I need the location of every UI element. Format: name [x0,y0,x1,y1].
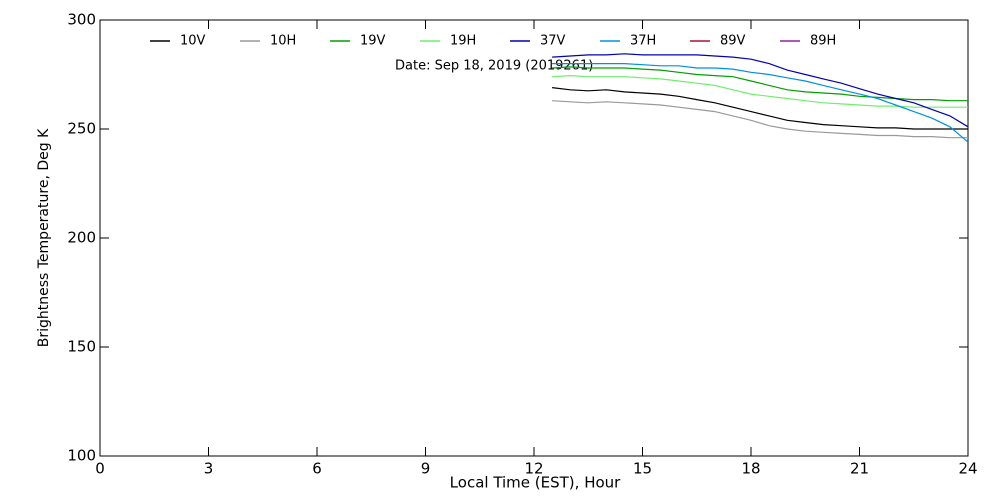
x-tick-label: 12 [524,460,543,478]
series-line [552,63,969,143]
legend-label: 89H [810,34,836,49]
x-tick-label: 15 [633,460,652,478]
legend-label: 10V [180,34,206,49]
legend-label: 19H [450,34,476,49]
legend-label: 19V [360,34,386,49]
x-tick-label: 3 [204,460,214,478]
legend-label: 37V [540,34,566,49]
x-axis-label: Local Time (EST), Hour [450,474,621,492]
series-line [552,87,968,130]
plot-frame [99,19,969,457]
series-line [552,53,969,128]
y-axis-label: Brightness Temperature, Deg K [36,128,52,347]
x-tick-label: 6 [312,460,322,478]
legend-label: 10H [270,34,296,49]
legend-label: 89V [720,34,746,49]
y-tick-label: 150 [67,338,96,356]
x-tick-label: 9 [421,460,431,478]
legend-label: 37H [630,34,656,49]
y-tick-label: 250 [67,120,96,138]
y-tick-label: 300 [67,11,96,29]
y-tick-label: 200 [67,229,96,247]
series-line [552,100,968,139]
y-tick-label: 100 [67,447,96,465]
x-tick-label: 18 [741,460,760,478]
x-tick-label: 0 [95,460,105,478]
x-tick-label: 21 [850,460,869,478]
annotation: Date: Sep 18, 2019 (2019261) [395,59,593,74]
x-tick-label: 24 [958,460,977,478]
